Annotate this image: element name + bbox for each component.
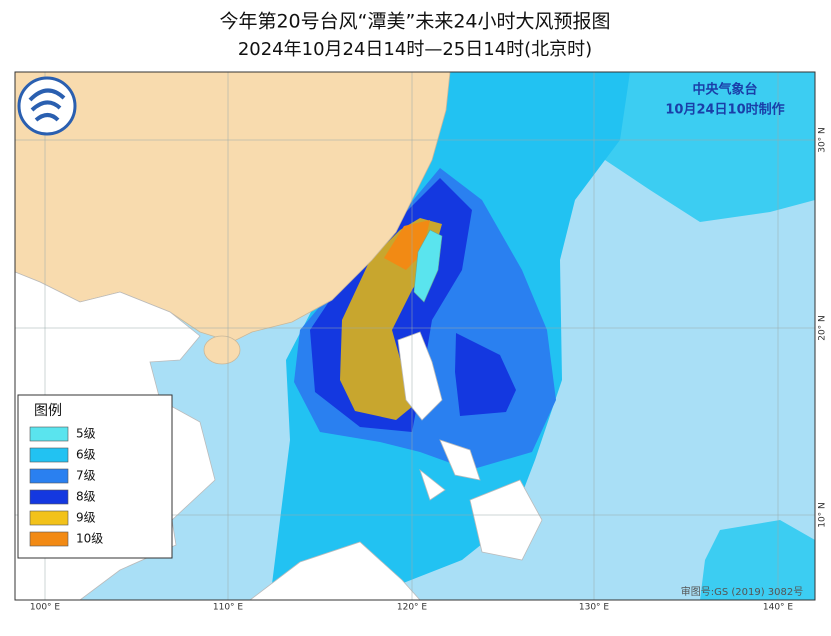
legend-label: 8级 bbox=[76, 490, 96, 504]
land-mindanao bbox=[469, 479, 543, 561]
longitude-label: 130° E bbox=[579, 603, 610, 613]
legend-swatch bbox=[29, 468, 69, 484]
legend-swatch bbox=[29, 426, 69, 442]
latitude-label: 30° N bbox=[818, 127, 828, 153]
longitude-label: 100° E bbox=[30, 603, 61, 613]
land-borneo bbox=[249, 541, 421, 600]
latitude-label: 10° N bbox=[818, 502, 828, 528]
legend-swatch bbox=[29, 489, 69, 505]
longitude-label: 120° E bbox=[397, 603, 428, 613]
logo bbox=[17, 76, 77, 136]
map-title: 今年第20号台风“潭美”未来24小时大风预报图 bbox=[219, 11, 610, 33]
land-luzon bbox=[397, 331, 443, 421]
map-frame bbox=[14, 71, 816, 601]
longitude-label: 140° E bbox=[763, 603, 794, 613]
map-subtitle: 2024年10月24日14时—25日14时(北京时) bbox=[238, 39, 592, 60]
legend-label: 9级 bbox=[76, 511, 96, 525]
map-approval: 审图号:GS (2019) 3082号 bbox=[681, 585, 804, 598]
land-visayas bbox=[419, 439, 481, 501]
legend-title: 图例 bbox=[34, 403, 62, 419]
latitude-label: 20° N bbox=[818, 315, 828, 341]
issue-time: 10月24日10时制作 bbox=[665, 102, 784, 118]
legend-label: 5级 bbox=[76, 427, 96, 441]
longitude-label: 110° E bbox=[213, 603, 244, 613]
map: 中央气象台 10月24日10时制作 审图号:GS (2019) 3082号 bbox=[14, 71, 816, 601]
legend-swatch bbox=[29, 447, 69, 463]
legend-label: 10级 bbox=[76, 532, 103, 546]
legend-swatch bbox=[29, 510, 69, 526]
land-taiwan bbox=[413, 229, 443, 303]
legend: 图例 5级 6级 7级 8级 9级 10级 bbox=[17, 394, 173, 559]
wind-zone-8 bbox=[455, 333, 516, 416]
legend-label: 6级 bbox=[76, 448, 96, 462]
wind-zone bbox=[580, 72, 815, 222]
wind-zone bbox=[700, 520, 815, 600]
legend-label: 7级 bbox=[76, 469, 96, 483]
legend-swatch bbox=[29, 531, 69, 547]
land-hainan bbox=[203, 335, 241, 365]
agency-name: 中央气象台 bbox=[692, 82, 757, 98]
